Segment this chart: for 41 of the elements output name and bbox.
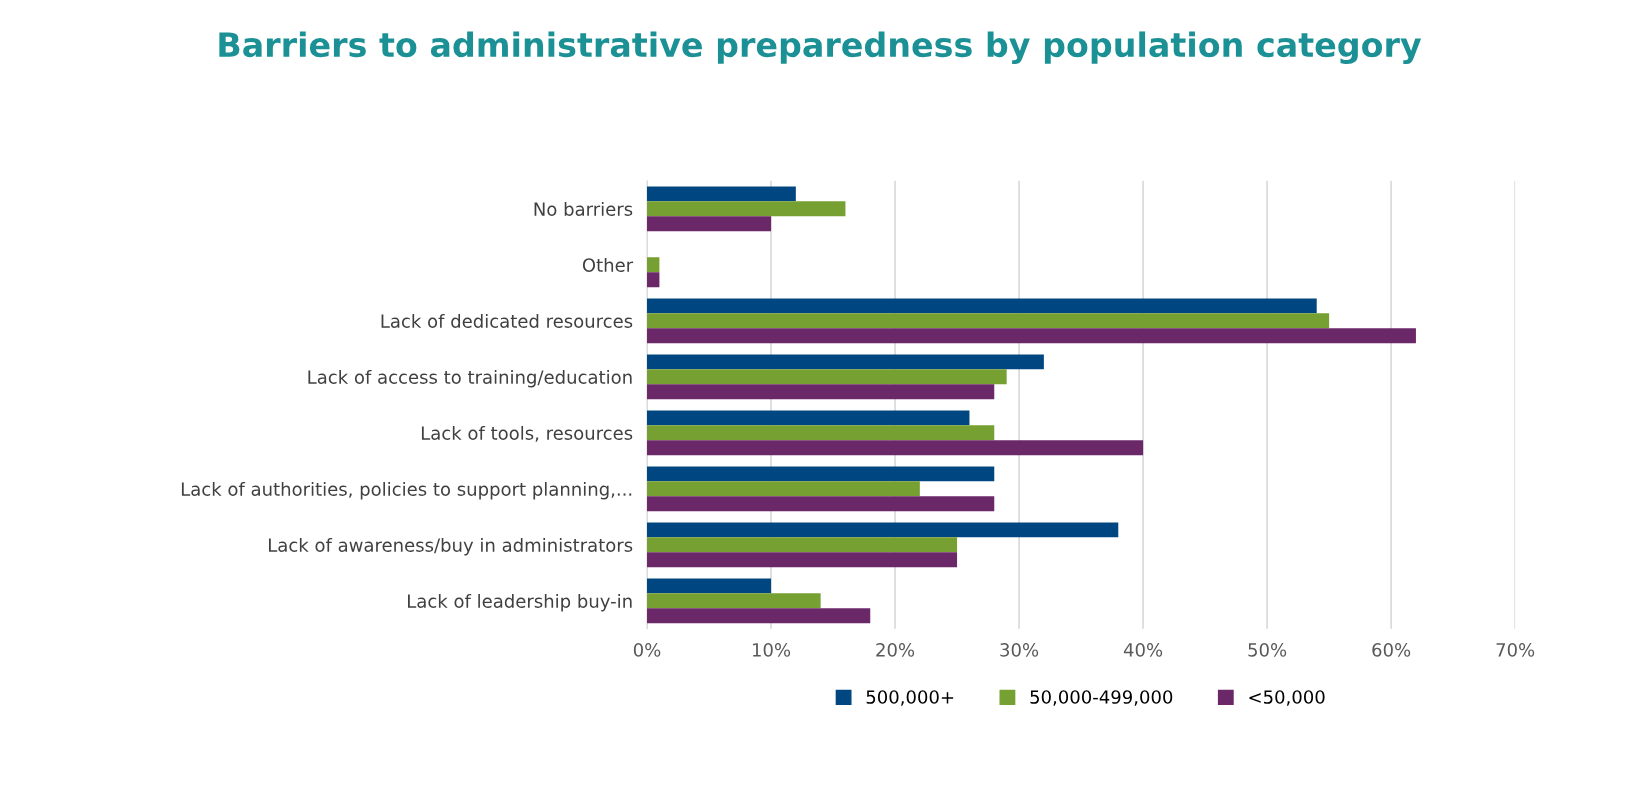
y-tick-label: Lack of awareness/buy in administrators <box>268 537 633 556</box>
bar <box>647 578 772 594</box>
bar <box>647 216 772 232</box>
bar <box>647 593 821 609</box>
legend-label: <50,000 <box>1249 690 1325 706</box>
x-tick-label: 30% <box>1000 643 1039 657</box>
bar <box>647 298 1317 314</box>
bar <box>647 522 1119 538</box>
x-tick-label: 70% <box>1496 643 1535 657</box>
x-tick-label: 50% <box>1248 643 1287 657</box>
bar <box>647 186 796 202</box>
legend-label: 500,000+ <box>866 690 954 706</box>
bar <box>647 313 1330 329</box>
bar <box>647 354 1044 370</box>
y-tick-label: Lack of leadership buy-in <box>408 593 632 612</box>
y-tick-label: Other <box>582 257 634 272</box>
bar <box>647 481 920 497</box>
bar <box>647 552 958 568</box>
bar <box>647 496 995 512</box>
bar <box>647 328 1416 344</box>
y-tick-label: Lack of dedicated resources <box>381 313 633 328</box>
x-tick-label: 0% <box>633 643 661 657</box>
bar <box>647 440 1144 456</box>
bar <box>647 425 995 441</box>
x-tick-label: 20% <box>876 643 915 657</box>
y-tick-label: Lack of authorities, policies to support planning,... <box>181 481 632 500</box>
x-tick-label: 10% <box>752 643 791 657</box>
legend-label: 50,000-499,000 <box>1030 690 1173 706</box>
y-tick-label: Lack of access to training/education <box>308 369 632 388</box>
bar <box>647 410 970 426</box>
bar <box>647 608 871 624</box>
y-tick-label: Lack of tools, resources <box>421 425 633 442</box>
bar <box>647 384 995 400</box>
x-tick-label: 60% <box>1372 643 1411 657</box>
y-tick-label: No barriers <box>534 201 633 216</box>
bar <box>647 466 995 482</box>
chart-title: Barriers to administrative preparedness by population category <box>219 31 1422 64</box>
bar <box>647 537 958 553</box>
bar <box>647 369 1007 385</box>
bar <box>647 201 846 217</box>
x-tick-label: 40% <box>1123 643 1163 657</box>
